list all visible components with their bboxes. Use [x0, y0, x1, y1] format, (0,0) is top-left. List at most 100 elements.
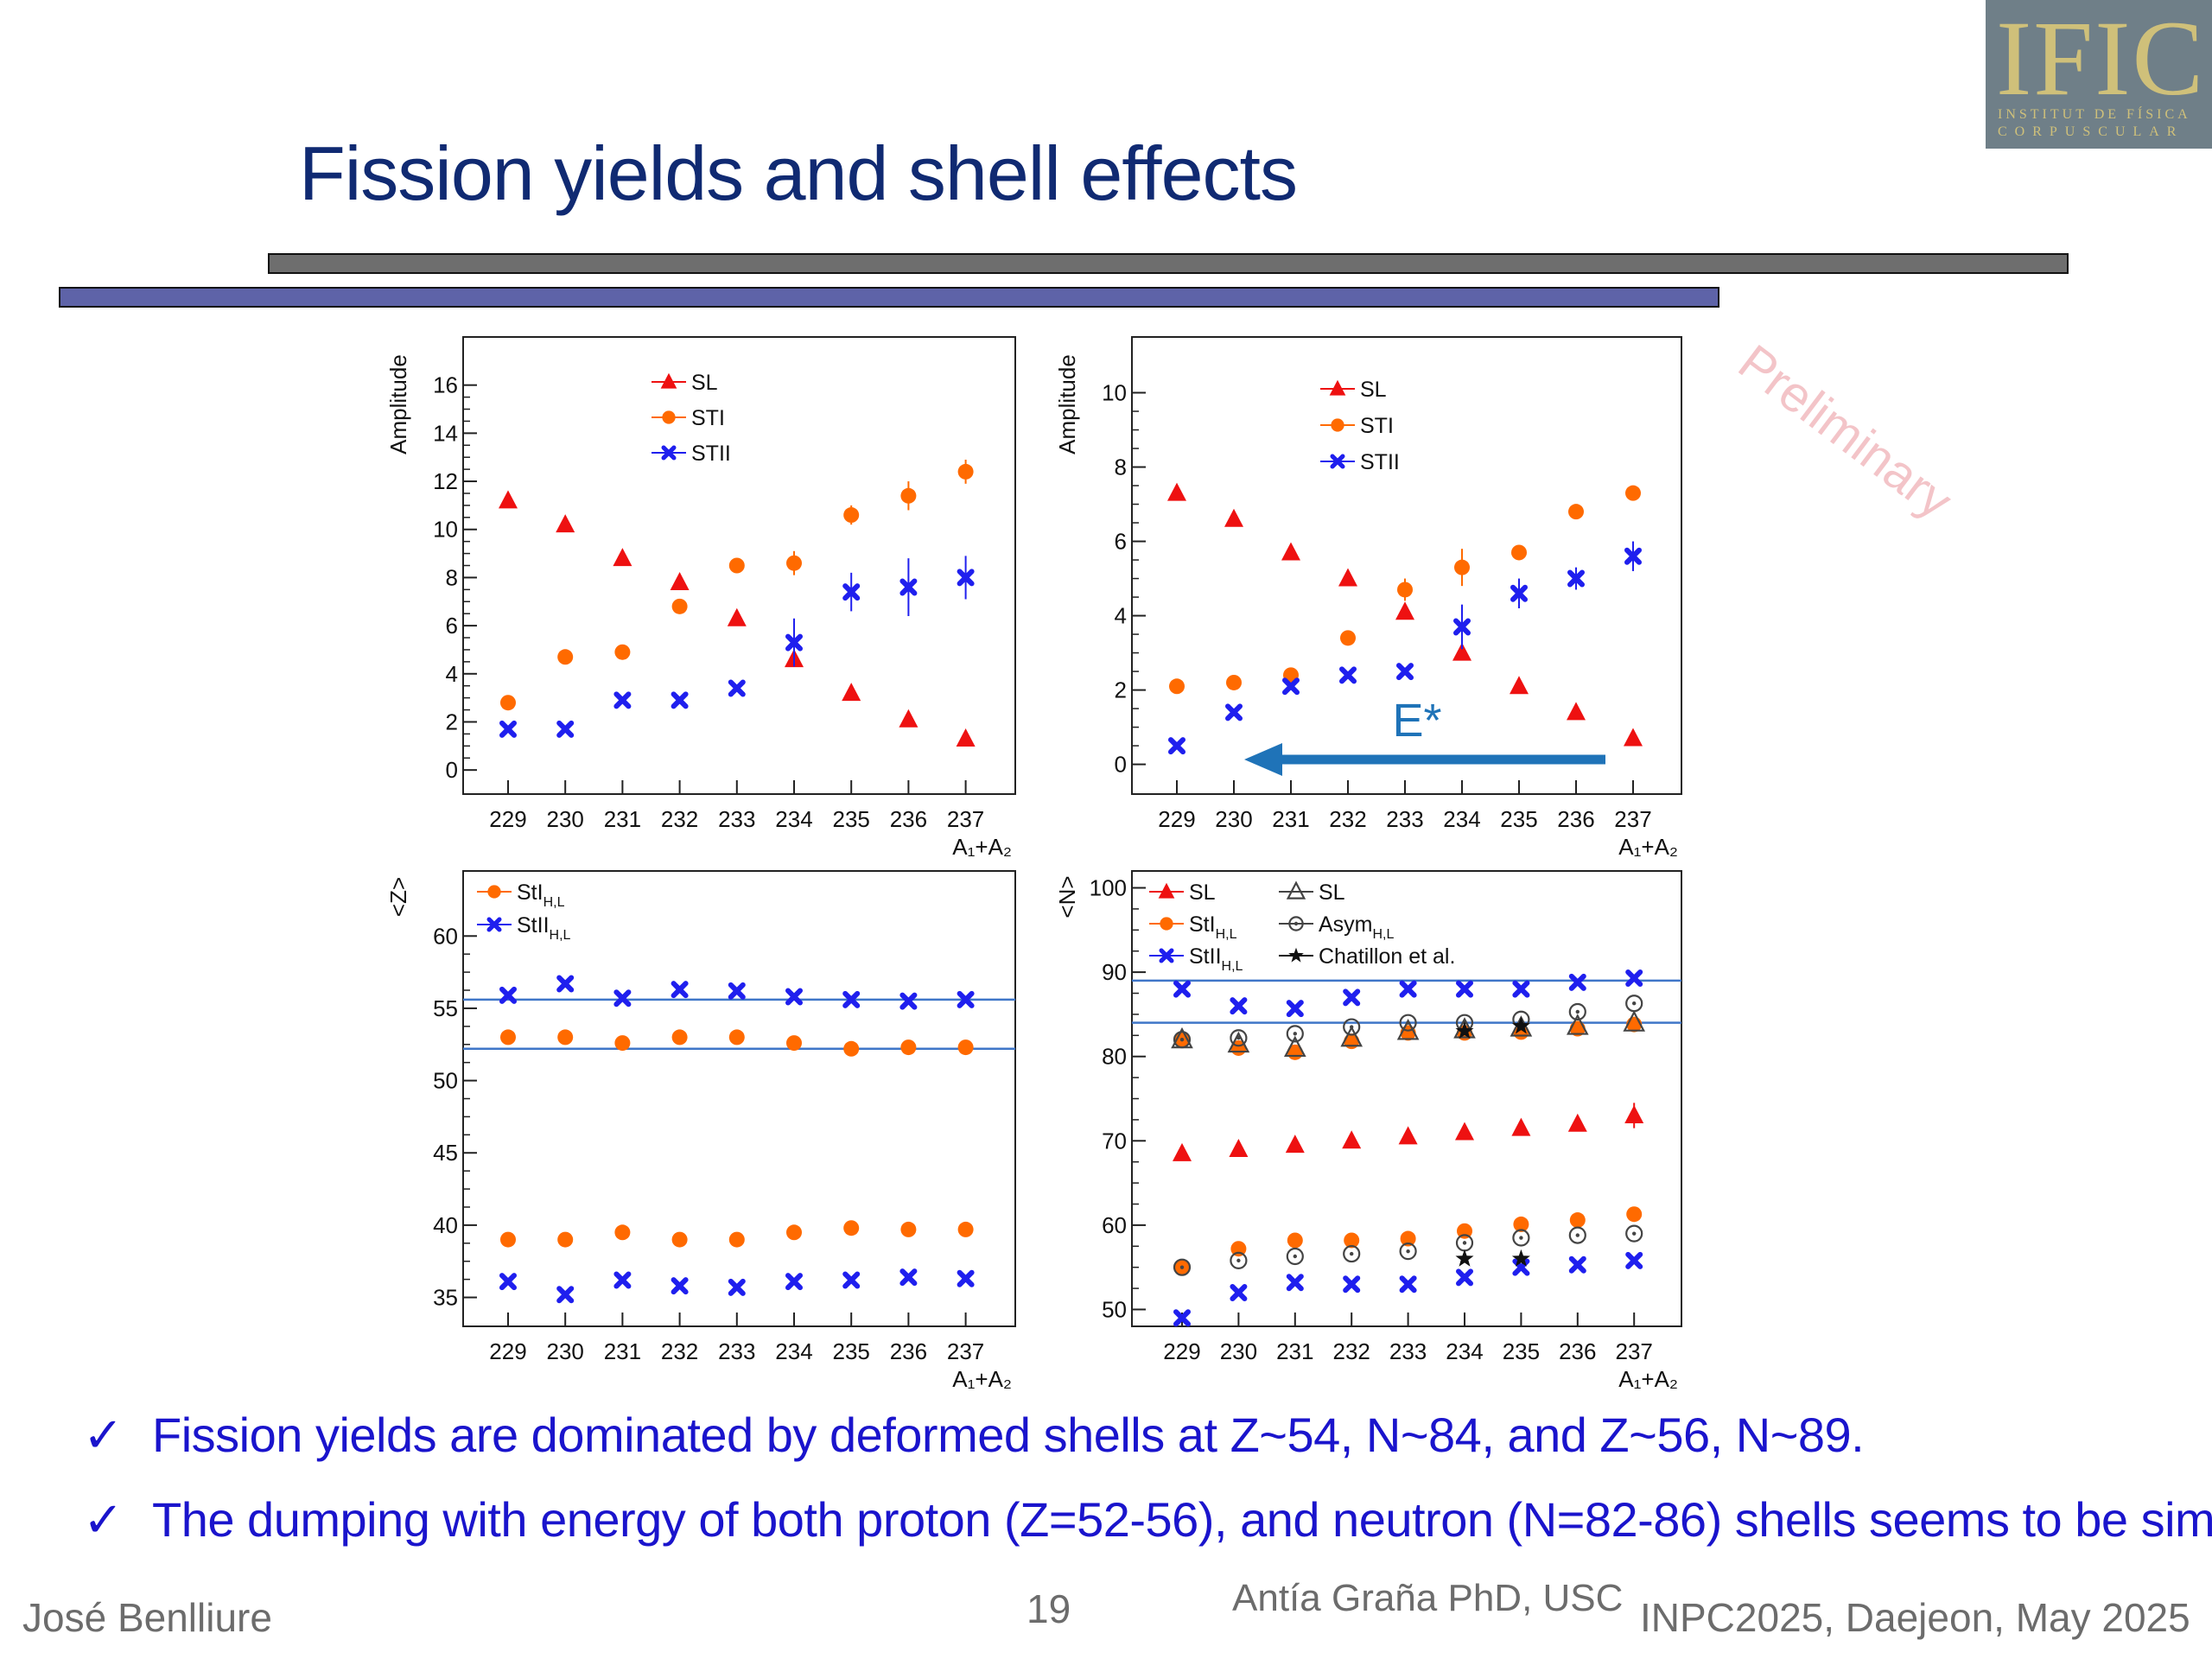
- legend-marker: [1330, 454, 1345, 469]
- x-tick-label: 236: [1557, 806, 1594, 832]
- y-tick-label: 60: [1102, 1212, 1127, 1238]
- data-point-sti: [614, 1224, 631, 1241]
- x-tick-label: 233: [1389, 1338, 1427, 1364]
- legend-marker: [1286, 880, 1306, 899]
- data-point-sti: [671, 1231, 688, 1248]
- data-point-sti: [1344, 1033, 1360, 1050]
- data-point-stii: [1173, 1309, 1191, 1327]
- legend-marker: [661, 445, 677, 461]
- legend-marker: [660, 372, 677, 389]
- y-tick-label: 12: [433, 468, 458, 494]
- excitation-energy-arrow: [1244, 743, 1605, 776]
- data-point-stii: [1512, 980, 1530, 998]
- x-tick-label: 235: [833, 806, 870, 832]
- data-point-asym: [1173, 1031, 1192, 1049]
- data-point-stii: [1339, 666, 1357, 684]
- data-point-sti: [786, 555, 802, 571]
- bullet-item: ✓ The dumping with energy of both proton …: [83, 1491, 2212, 1548]
- data-point-sl: [1173, 1142, 1192, 1161]
- data-point-stii: [957, 990, 975, 1008]
- data-point-stii: [785, 633, 803, 652]
- data-point-sti: [1230, 1241, 1247, 1257]
- legend-label: STI: [1360, 414, 1394, 438]
- data-point-sti: [900, 487, 917, 504]
- data-point-stii: [613, 1271, 632, 1289]
- data-point-stii: [499, 986, 517, 1004]
- y-tick-label: 4: [446, 661, 458, 687]
- data-point-sl: [1455, 1122, 1474, 1141]
- data-point-stii: [899, 992, 918, 1010]
- data-point-sl: [1623, 1010, 1646, 1032]
- y-tick-label: 6: [1115, 529, 1127, 555]
- plot-frame: [1131, 336, 1682, 795]
- data-point-sl: [899, 709, 918, 728]
- y-tick-label: 0: [446, 757, 458, 783]
- data-point-sl: [1511, 1117, 1531, 1136]
- x-tick-label: 236: [1559, 1338, 1596, 1364]
- data-point-sl: [1624, 1105, 1644, 1124]
- legend-label-subscript: H,L: [1216, 927, 1237, 942]
- data-point-stii: [1625, 1251, 1643, 1269]
- data-point-asym: [1625, 1224, 1643, 1243]
- data-point-sti: [671, 598, 688, 614]
- data-point-sti: [786, 1224, 802, 1241]
- legend-label: SL: [1360, 378, 1387, 402]
- x-tick-label: 229: [1158, 806, 1195, 832]
- x-tick-label: 235: [1500, 806, 1537, 832]
- footer-author: José Benlliure: [22, 1595, 272, 1640]
- data-point-asym: [1568, 1002, 1586, 1021]
- legend-marker: [1329, 379, 1346, 396]
- data-point-stii: [1173, 980, 1191, 998]
- data-point-sti: [614, 1035, 631, 1052]
- y-tick-label: 6: [446, 613, 458, 639]
- y-tick-label: 10: [433, 517, 458, 543]
- data-point-sti: [728, 557, 745, 574]
- y-tick-label: 90: [1102, 959, 1127, 985]
- legend-marker: [1159, 948, 1174, 963]
- data-point-sti: [843, 1040, 860, 1057]
- x-tick-label: 233: [1386, 806, 1423, 832]
- x-tick-label: 230: [547, 1338, 584, 1364]
- data-point-sti: [1568, 504, 1584, 520]
- data-point-sti: [1454, 559, 1470, 575]
- y-tick-label: 8: [446, 564, 458, 590]
- y-axis-label: Amplitude: [1054, 354, 1080, 454]
- data-point-asym: [1230, 1029, 1248, 1047]
- data-point-stii: [1343, 988, 1361, 1007]
- data-point-stii: [1343, 1275, 1361, 1294]
- y-tick-label: 80: [1102, 1044, 1127, 1070]
- preliminary-watermark: Preliminary: [1728, 334, 1962, 529]
- data-point-stii: [1230, 997, 1248, 1015]
- data-point-sl: [1567, 702, 1586, 721]
- x-tick-label: 234: [1443, 806, 1480, 832]
- bullet-item: ✓ Fission yields are dominated by deforme…: [83, 1407, 1865, 1464]
- data-point-sl: [1229, 1139, 1249, 1158]
- legend-label: STII: [1360, 450, 1400, 474]
- data-point-asym: [1173, 1258, 1192, 1276]
- x-tick-label: 237: [947, 1338, 984, 1364]
- legend-marker: [1288, 947, 1304, 963]
- data-point-sti: [1340, 630, 1356, 646]
- data-point-stii: [613, 989, 632, 1007]
- plot-frame: [462, 870, 1016, 1327]
- footer-thesis: Antía Graña PhD, USC: [1232, 1577, 1624, 1619]
- data-point-asym: [1230, 1251, 1248, 1269]
- legend-label: SL: [691, 371, 718, 395]
- y-tick-label: 14: [433, 420, 458, 446]
- data-point-stii: [1624, 547, 1642, 565]
- data-point-sl: [1510, 676, 1529, 695]
- x-tick-label: 232: [661, 806, 698, 832]
- slide-title: Fission yields and shell effects: [299, 130, 1298, 216]
- data-point-sti: [1400, 1230, 1416, 1247]
- x-tick-label: 230: [1215, 806, 1252, 832]
- data-point-sl: [1227, 1031, 1250, 1053]
- header-rule-blue: [59, 287, 1719, 308]
- data-point-chatillon-et-al-: [1455, 1249, 1474, 1267]
- data-point-stii: [1453, 618, 1471, 636]
- y-tick-label: 0: [1115, 752, 1127, 778]
- y-tick-label: 70: [1102, 1128, 1127, 1154]
- data-point-asym: [1568, 1226, 1586, 1244]
- data-point-chatillon-et-al-: [1455, 1021, 1474, 1039]
- data-point-sti: [786, 1035, 802, 1052]
- legend-marker: [487, 885, 501, 899]
